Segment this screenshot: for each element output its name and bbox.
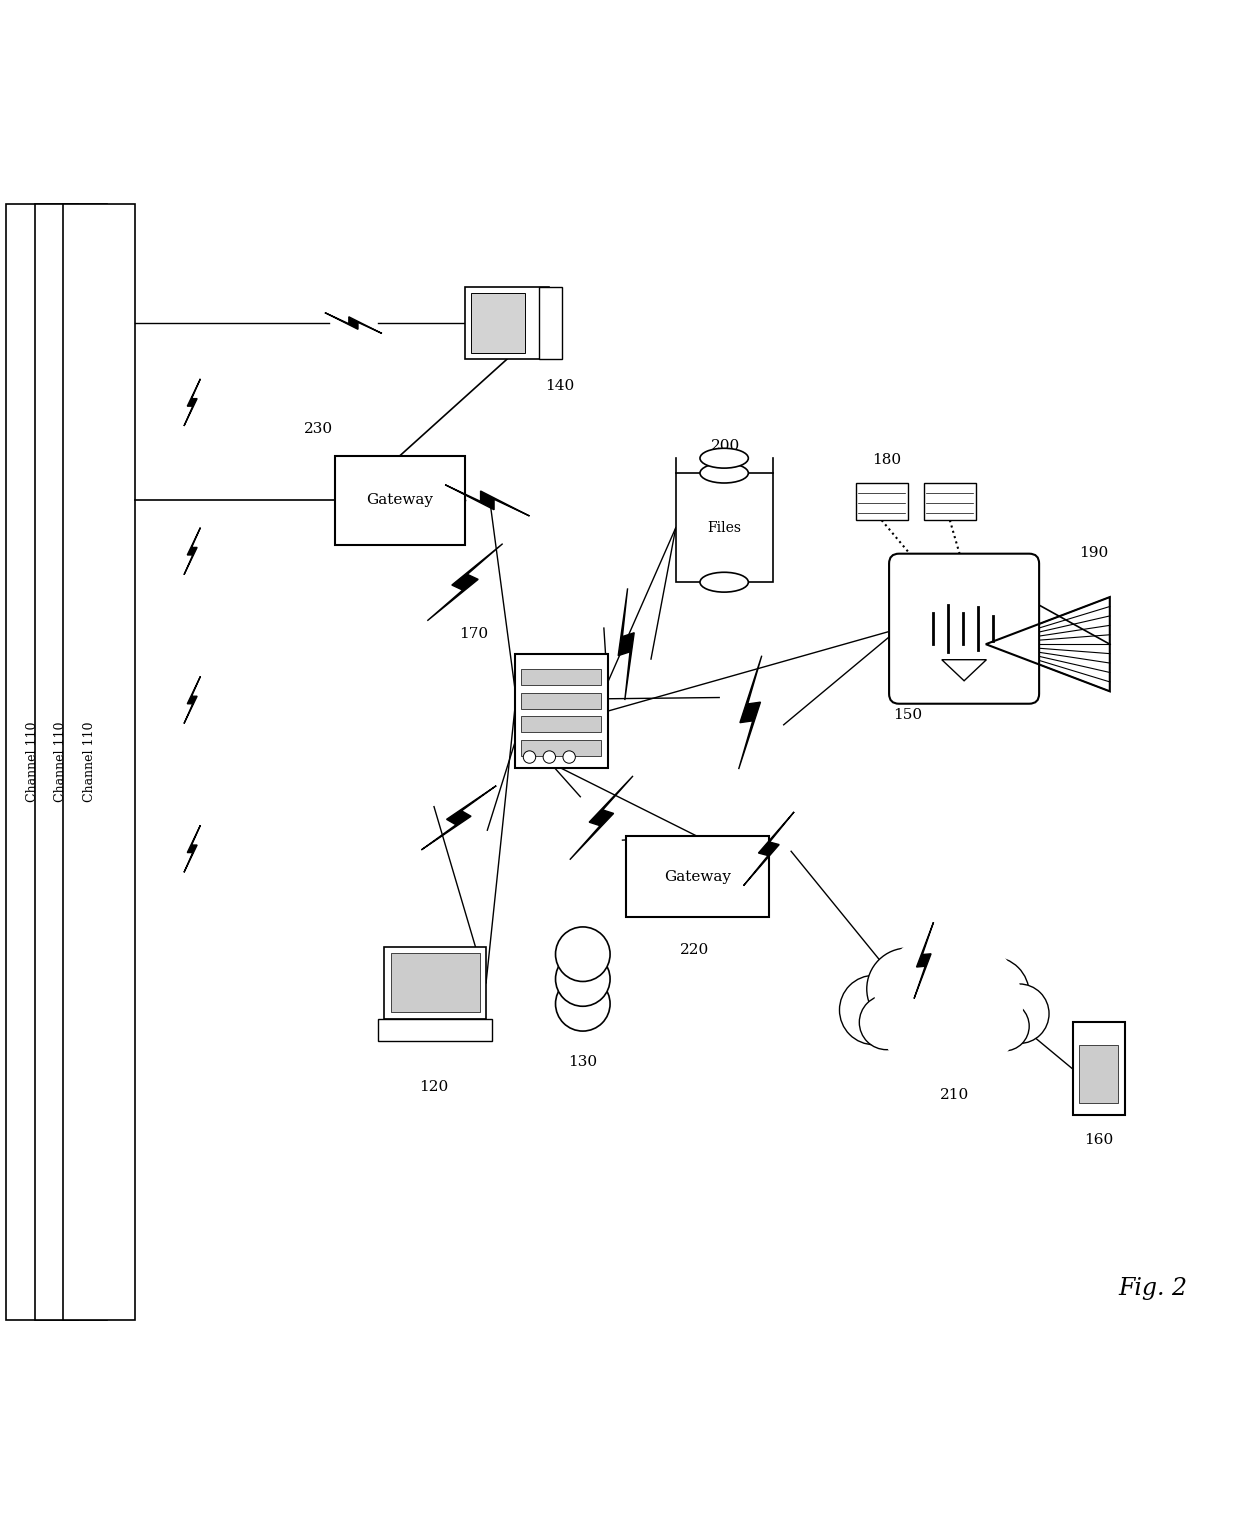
Polygon shape bbox=[619, 588, 634, 700]
Polygon shape bbox=[445, 485, 529, 517]
Text: 120: 120 bbox=[419, 1079, 449, 1094]
Circle shape bbox=[904, 937, 993, 1026]
Text: Channel 110: Channel 110 bbox=[26, 722, 38, 802]
Bar bbox=[378, 1018, 492, 1041]
Bar bbox=[63, 204, 135, 1320]
Polygon shape bbox=[184, 379, 201, 427]
Bar bbox=[521, 692, 601, 709]
Circle shape bbox=[955, 957, 1029, 1032]
Circle shape bbox=[556, 951, 610, 1006]
Bar bbox=[676, 472, 773, 582]
Bar bbox=[6, 204, 78, 1320]
Bar bbox=[465, 287, 549, 360]
Bar bbox=[35, 204, 107, 1320]
Text: 230: 230 bbox=[304, 422, 332, 436]
Text: 180: 180 bbox=[872, 454, 901, 468]
Polygon shape bbox=[184, 527, 201, 575]
Circle shape bbox=[556, 927, 610, 981]
Ellipse shape bbox=[701, 448, 749, 468]
Ellipse shape bbox=[701, 463, 749, 483]
Circle shape bbox=[839, 975, 909, 1045]
Circle shape bbox=[523, 751, 536, 764]
Circle shape bbox=[990, 985, 1049, 1044]
Text: 170: 170 bbox=[459, 626, 487, 642]
Bar bbox=[384, 946, 486, 1018]
Ellipse shape bbox=[701, 573, 749, 593]
Circle shape bbox=[556, 977, 610, 1032]
Circle shape bbox=[867, 948, 949, 1030]
Text: Channel 110: Channel 110 bbox=[55, 722, 67, 802]
Circle shape bbox=[563, 751, 575, 764]
Bar bbox=[1073, 1023, 1125, 1116]
Text: 200: 200 bbox=[711, 439, 740, 453]
FancyBboxPatch shape bbox=[889, 553, 1039, 704]
Bar bbox=[471, 293, 525, 352]
Bar bbox=[1079, 1045, 1118, 1103]
Circle shape bbox=[980, 1001, 1029, 1052]
Circle shape bbox=[543, 751, 556, 764]
Bar bbox=[626, 837, 769, 917]
Bar bbox=[856, 483, 908, 520]
Text: 150: 150 bbox=[893, 707, 921, 721]
Polygon shape bbox=[184, 677, 201, 724]
Text: Fig. 2: Fig. 2 bbox=[1118, 1277, 1188, 1300]
Polygon shape bbox=[570, 776, 632, 860]
Text: 160: 160 bbox=[1084, 1132, 1114, 1148]
Bar bbox=[391, 952, 480, 1012]
Text: Gateway: Gateway bbox=[366, 494, 434, 507]
Bar bbox=[539, 287, 562, 360]
Circle shape bbox=[874, 931, 1023, 1081]
Text: 210: 210 bbox=[940, 1088, 970, 1102]
Polygon shape bbox=[325, 312, 382, 334]
Text: Files: Files bbox=[707, 521, 742, 535]
Polygon shape bbox=[739, 655, 761, 770]
Text: Gateway: Gateway bbox=[663, 870, 732, 884]
Text: 130: 130 bbox=[568, 1055, 598, 1068]
Polygon shape bbox=[914, 922, 934, 998]
Bar bbox=[924, 483, 976, 520]
Polygon shape bbox=[744, 812, 794, 885]
Bar bbox=[521, 739, 601, 756]
Polygon shape bbox=[428, 544, 502, 620]
Polygon shape bbox=[184, 824, 201, 872]
Polygon shape bbox=[942, 660, 987, 681]
Text: 190: 190 bbox=[1079, 547, 1109, 561]
Bar bbox=[521, 669, 601, 686]
Text: 220: 220 bbox=[680, 943, 709, 957]
Bar bbox=[335, 456, 465, 546]
Bar bbox=[521, 716, 601, 732]
Bar bbox=[515, 654, 608, 768]
Text: Channel 110: Channel 110 bbox=[83, 722, 95, 802]
Text: 140: 140 bbox=[546, 379, 575, 393]
Circle shape bbox=[859, 995, 914, 1050]
Polygon shape bbox=[422, 786, 496, 850]
